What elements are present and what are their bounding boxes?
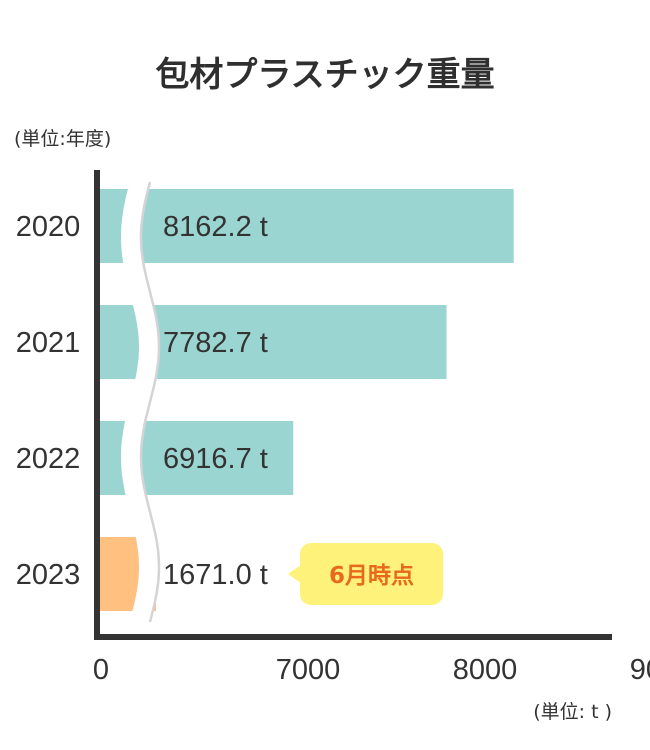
annotation-text: 6月時点	[329, 563, 414, 589]
value-label: 6916.7 t	[163, 443, 268, 475]
x-unit-label: (単位: t )	[533, 701, 612, 723]
callout-box	[300, 543, 443, 605]
y-tick-label: 2022	[16, 443, 81, 475]
y-tick-label: 2020	[16, 211, 81, 243]
axis-break-gap	[121, 172, 159, 625]
x-tick-label: 8000	[453, 654, 518, 686]
x-tick-label: 9000	[630, 654, 650, 686]
chart-title: 包材プラスチック重量	[155, 55, 494, 95]
y-tick-label: 2021	[16, 327, 81, 359]
bar-2020	[97, 189, 514, 263]
y-unit-label: (単位:年度)	[14, 128, 111, 150]
y-tick-label: 2023	[16, 559, 81, 591]
x-tick-label: 0	[93, 654, 109, 686]
value-label: 7782.7 t	[163, 327, 268, 359]
annotation-callout: 6月時点	[288, 543, 443, 605]
x-tick-label: 7000	[276, 654, 341, 686]
callout-pointer	[288, 565, 301, 583]
plot-area: 2020 2021 2022 2023 8162.2 t 7782.7 t 6916.7 t…	[16, 170, 650, 686]
value-label: 1671.0 t	[163, 559, 268, 591]
value-label: 8162.2 t	[163, 211, 268, 243]
axis-break-line	[139, 181, 161, 623]
